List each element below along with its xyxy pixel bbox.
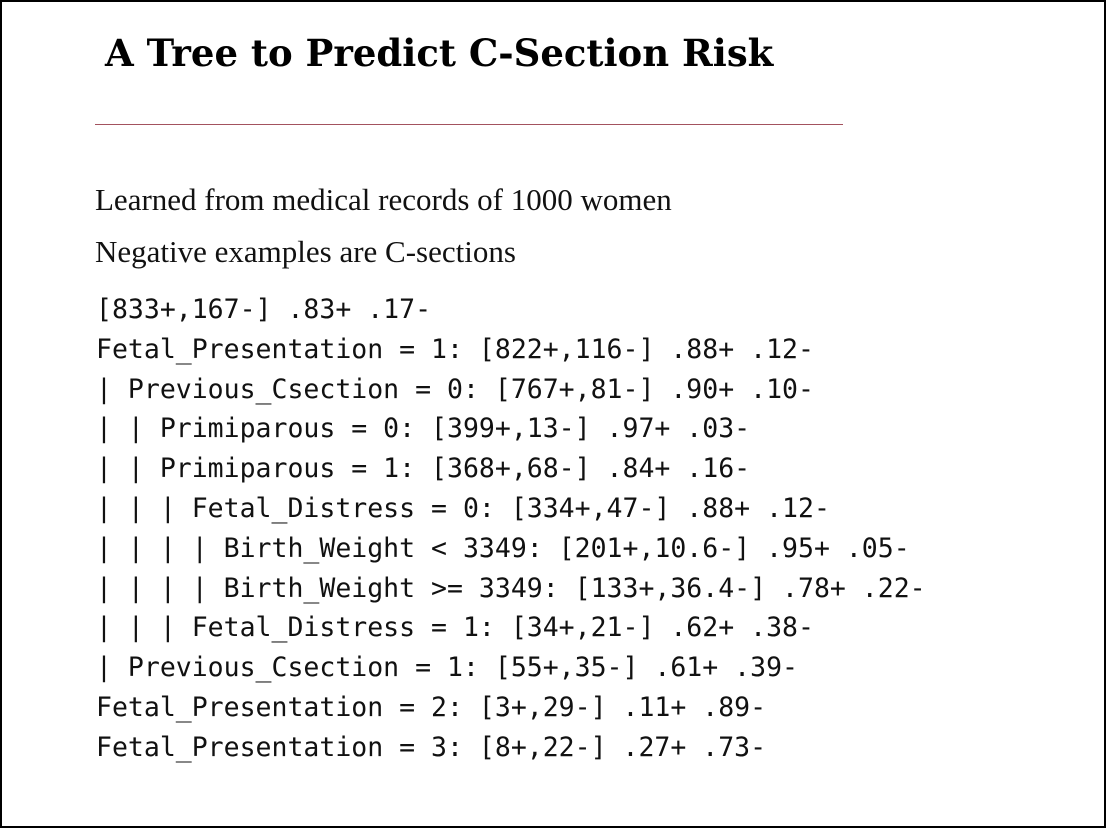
tree-node-birth-weight-lt-3349: | | | | Birth_Weight < 3349: [201+,10.6-… — [96, 532, 910, 564]
slide-title: A Tree to Predict C-Section Risk — [105, 31, 774, 75]
decision-tree: [833+,167-] .83+ .17- Fetal_Presentation… — [96, 290, 942, 768]
tree-node-fetal-presentation-1: Fetal_Presentation = 1: [822+,116-] .88+… — [96, 333, 814, 365]
intro-text: Learned from medical records of 1000 wom… — [95, 178, 672, 282]
intro-line-negatives: Negative examples are C-sections — [95, 234, 516, 269]
tree-node-primiparous-1: | | Primiparous = 1: [368+,68-] .84+ .16… — [96, 453, 751, 485]
tree-node-fetal-distress-0: | | | Fetal_Distress = 0: [334+,47-] .88… — [96, 492, 830, 524]
tree-node-fetal-presentation-2: Fetal_Presentation = 2: [3+,29-] .11+ .8… — [96, 691, 767, 723]
tree-node-fetal-presentation-3: Fetal_Presentation = 3: [8+,22-] .27+ .7… — [96, 731, 767, 763]
intro-line-records: Learned from medical records of 1000 wom… — [95, 182, 672, 217]
tree-node-previous-csection-1: | Previous_Csection = 1: [55+,35-] .61+ … — [96, 652, 798, 684]
title-divider — [95, 124, 843, 125]
tree-node-fetal-distress-1: | | | Fetal_Distress = 1: [34+,21-] .62+… — [96, 612, 814, 644]
tree-node-previous-csection-0: | Previous_Csection = 0: [767+,81-] .90+… — [96, 373, 814, 405]
tree-node-birth-weight-ge-3349: | | | | Birth_Weight >= 3349: [133+,36.4… — [96, 572, 926, 604]
tree-root: [833+,167-] .83+ .17- — [96, 294, 432, 325]
tree-node-primiparous-0: | | Primiparous = 0: [399+,13-] .97+ .03… — [96, 413, 751, 445]
